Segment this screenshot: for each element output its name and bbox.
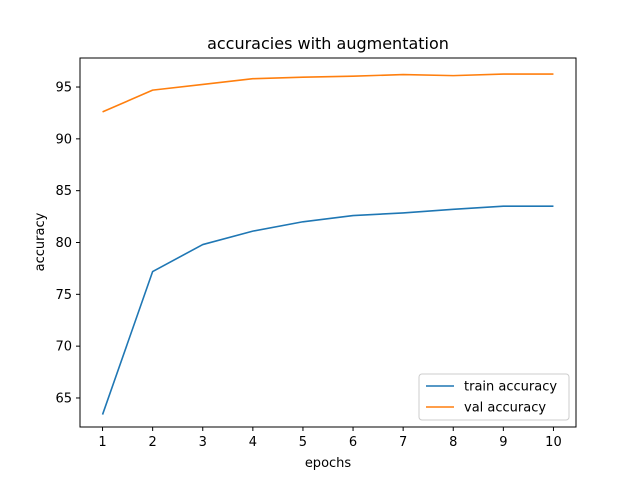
y-tick-label: 90 (55, 132, 72, 147)
chart-title: accuracies with augmentation (207, 34, 449, 53)
y-tick-label: 95 (55, 81, 72, 96)
y-tick-label: 75 (55, 288, 72, 303)
series-line-0 (101, 205, 554, 415)
y-tick-label: 70 (55, 340, 72, 355)
legend-box (418, 373, 570, 421)
x-tick-label: 8 (449, 435, 457, 450)
legend-label-1: val accuracy (464, 401, 546, 416)
x-tick-label: 4 (249, 435, 257, 450)
x-tick-label: 6 (349, 435, 357, 450)
x-tick-label: 1 (98, 435, 106, 450)
y-axis-title: accuracy (33, 212, 48, 271)
x-axis-title: epochs (305, 456, 352, 471)
x-tick-label: 9 (499, 435, 507, 450)
x-tick-label: 10 (545, 435, 562, 450)
x-tick-label: 7 (399, 435, 407, 450)
plot-area: 1 2 3 4 5 6 7 8 9 10 65 70 75 80 85 90 95 (55, 57, 577, 450)
y-tick-label: 85 (55, 184, 72, 199)
axes-frame (79, 57, 577, 428)
x-tick-label: 5 (299, 435, 307, 450)
y-tick-label: 65 (55, 391, 72, 406)
legend: train accuracy val accuracy (418, 373, 570, 421)
series-line-1 (102, 73, 554, 113)
x-tick-label: 2 (149, 435, 157, 450)
y-tick-label: 80 (55, 236, 72, 251)
legend-label-0: train accuracy (464, 380, 557, 395)
x-tick-label: 3 (199, 435, 207, 450)
